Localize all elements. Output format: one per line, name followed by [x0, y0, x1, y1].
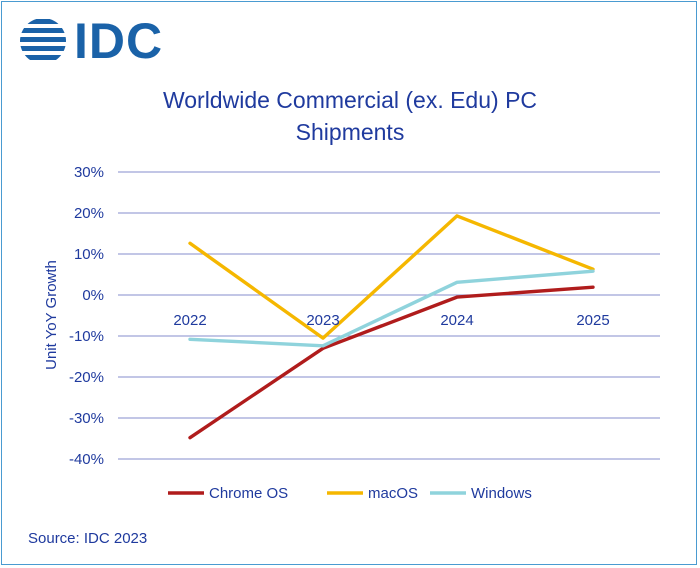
x-tick-label: 2025 — [576, 312, 609, 329]
y-tick-labels: 30% 20% 10% 0% -10% -20% -30% -40% — [69, 164, 104, 468]
source-note: Source: IDC 2023 — [28, 530, 148, 547]
series-line-windows — [188, 269, 595, 348]
chart-title-line-1: Worldwide Commercial (ex. Edu) PC — [162, 87, 538, 113]
y-tick-label: -20% — [69, 369, 104, 386]
logo-text: IDC — [74, 13, 164, 69]
y-tick-label: -10% — [69, 328, 104, 345]
x-tick-label: 2024 — [440, 312, 473, 329]
chart-title: Worldwide Commercial (ex. Edu) PC Shipme… — [0, 84, 700, 148]
legend-label: Chrome OS — [209, 485, 288, 502]
x-tick-label: 2023 — [306, 312, 339, 329]
idc-logo: IDC — [18, 16, 163, 66]
x-tick-labels: 2022 2023 2024 2025 — [173, 312, 609, 329]
series-lines — [188, 214, 595, 440]
series-line-chrome-os — [188, 285, 595, 440]
globe-icon — [20, 19, 66, 60]
y-tick-label: 10% — [74, 246, 104, 263]
y-axis-label: Unit YoY Growth — [43, 260, 60, 370]
y-tick-label: -30% — [69, 410, 104, 427]
x-tick-label: 2022 — [173, 312, 206, 329]
chart-title-line-2: Shipments — [295, 119, 405, 145]
legend-label: Windows — [471, 485, 532, 502]
legend: Chrome OS macOS Windows — [168, 485, 532, 502]
legend-label: macOS — [368, 485, 418, 502]
y-tick-label: 0% — [82, 287, 104, 304]
grid-layer — [118, 171, 660, 460]
y-tick-label: 30% — [74, 164, 104, 181]
y-tick-label: 20% — [74, 205, 104, 222]
y-tick-label: -40% — [69, 451, 104, 468]
series-line-macos — [188, 214, 595, 340]
